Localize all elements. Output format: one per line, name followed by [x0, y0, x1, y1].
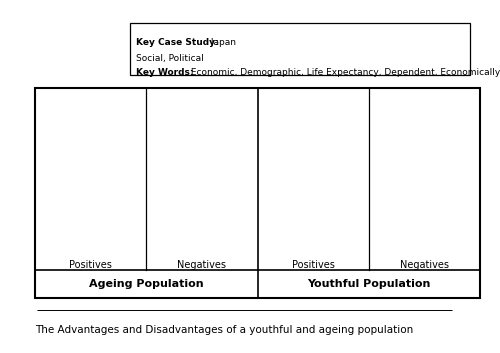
Bar: [35, 88, 480, 298]
Bar: [130, 23, 470, 75]
Text: Positives: Positives: [69, 260, 112, 270]
Text: The Advantages and Disadvantages of a youthful and ageing population: The Advantages and Disadvantages of a yo…: [35, 325, 413, 335]
Text: Social, Political: Social, Political: [136, 54, 204, 63]
Text: Japan: Japan: [208, 38, 236, 47]
Text: Negatives: Negatives: [400, 260, 449, 270]
Text: Ageing Population: Ageing Population: [89, 279, 204, 289]
Text: Positives: Positives: [292, 260, 335, 270]
Text: Youthful Population: Youthful Population: [307, 279, 430, 289]
Text: Key Words:: Key Words:: [136, 68, 194, 77]
Text: Key Case Study:: Key Case Study:: [136, 38, 218, 47]
Text: Negatives: Negatives: [178, 260, 226, 270]
Text: Economic, Demographic, Life Expectancy, Dependent, Economically Active,: Economic, Demographic, Life Expectancy, …: [188, 68, 500, 77]
